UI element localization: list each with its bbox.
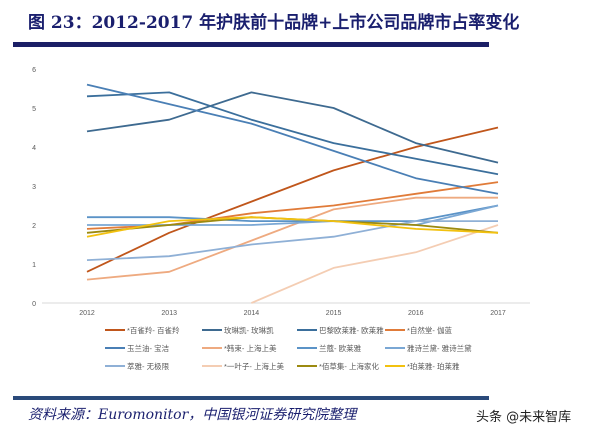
legend-label: *佰草集- 上海家化: [319, 361, 379, 371]
legend-label: *自然堂- 伽蓝: [407, 325, 452, 335]
legend-label: *一叶子- 上海上美: [224, 361, 284, 371]
series-line-4: [86, 83, 499, 195]
y-tick-label: 0: [32, 301, 36, 308]
x-tick-label: 2015: [326, 310, 342, 317]
series-line-5: [86, 196, 498, 281]
series-line-8: [86, 220, 498, 261]
x-tick-label: 2016: [408, 310, 424, 317]
bottom-divider: [13, 396, 489, 400]
y-tick-label: 1: [32, 262, 36, 269]
legend-label: *珀莱雅- 珀莱雅: [407, 361, 460, 371]
legend-label: 玉兰油- 宝洁: [127, 343, 170, 353]
legend-label: 巴黎欧莱雅- 欧莱雅: [319, 325, 384, 335]
legend-label: *百雀羚- 百雀羚: [127, 325, 180, 335]
y-tick-label: 5: [32, 106, 36, 113]
x-tick-label: 2017: [490, 310, 506, 317]
series-line-7: [87, 204, 499, 226]
figure-title: 图 23：2012-2017 年护肤前十品牌+上市公司品牌市占率变化: [28, 13, 520, 33]
legend-label: *韩束- 上海上美: [224, 343, 277, 353]
y-tick-label: 4: [32, 145, 36, 152]
title-divider: [13, 42, 489, 47]
series-line-2: [86, 91, 499, 176]
watermark: 头条 @未来智库: [476, 410, 572, 425]
x-tick-label: 2014: [244, 310, 260, 317]
x-tick-label: 2013: [161, 310, 177, 317]
y-tick-label: 6: [32, 67, 36, 74]
source-note: 资料来源：Euromonitor，中国银河证券研究院整理: [28, 407, 357, 423]
line-chart: 0 1 2 3 4 5 6 2012 2013 2014 2015 2016 2017 *百雀羚- 百雀羚…: [32, 67, 530, 371]
series-line-0: [86, 126, 499, 273]
legend-label: 雅诗兰黛- 雅诗兰黛: [407, 343, 472, 353]
series-line-9: [251, 224, 499, 304]
legend-label: 玫琳凯- 玫琳凯: [224, 325, 274, 335]
y-tick-label: 3: [32, 184, 36, 191]
series-line-11: [86, 216, 499, 238]
y-tick-label: 2: [32, 223, 36, 230]
legend-label: 萃雅- 无极限: [127, 361, 170, 371]
legend-label: 兰蔻- 欧莱雅: [319, 343, 362, 353]
series-line-1: [86, 91, 499, 164]
x-tick-label: 2012: [79, 310, 95, 317]
series-line-6: [87, 204, 499, 222]
